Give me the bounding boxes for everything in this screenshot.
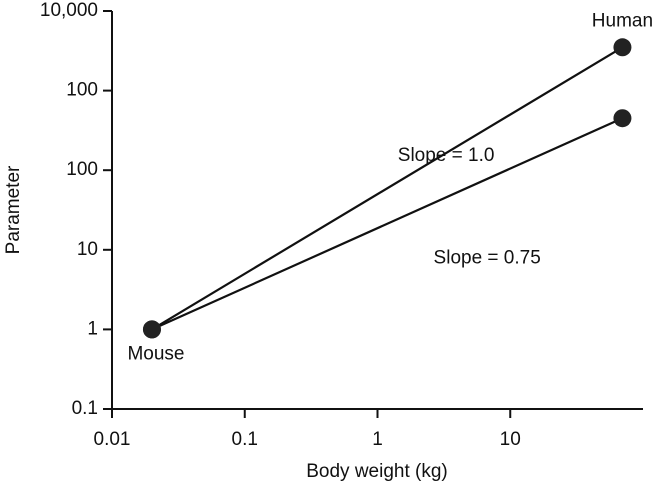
x-tick-label: 1 [372,429,383,450]
y-tick-label: 10 [77,239,98,260]
y-tick-label: 1 [87,318,98,339]
annotation: Human [592,10,653,31]
data-point [142,320,161,339]
data-point [613,109,632,128]
x-tick-label: 0.01 [94,429,131,450]
series-line [151,46,624,331]
x-tick-label: 10 [500,429,521,450]
y-tick-label: 0.1 [72,398,98,419]
slope-label: Slope = 1.0 [398,145,495,166]
y-tick-label: 10,000 [40,0,98,21]
annotation: Mouse [127,343,184,364]
y-tick-label: 100 [66,80,98,101]
slope-label: Slope = 0.75 [434,248,541,269]
series-line [151,117,623,331]
x-axis-label: Body weight (kg) [306,461,448,482]
y-axis-label: Parameter [3,165,24,254]
data-point [613,38,632,57]
y-tick-label: 100 [66,159,98,180]
x-tick-label: 0.1 [232,429,258,450]
